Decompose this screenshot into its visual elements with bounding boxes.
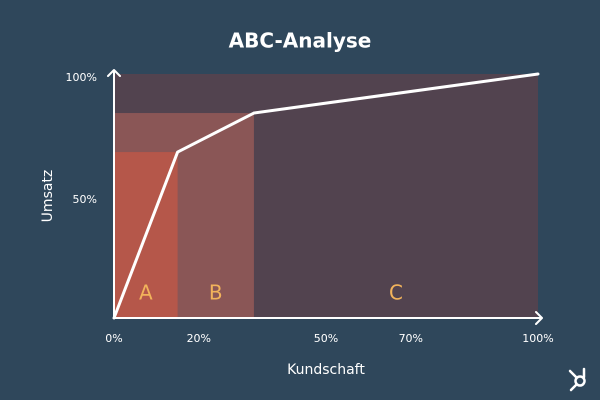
x-tick-label: 20% <box>187 332 211 345</box>
region-label: C <box>389 281 403 305</box>
x-axis-label: Kundschaft <box>287 362 365 378</box>
y-axis <box>107 69 121 319</box>
y-axis-label: Umsatz <box>40 170 56 223</box>
x-tick-label: 50% <box>314 332 338 345</box>
x-tick-label: 100% <box>522 332 553 345</box>
chart-title: ABC-Analyse <box>229 29 372 53</box>
region-label: A <box>139 281 153 305</box>
x-tick-label: 70% <box>399 332 423 345</box>
y-tick-label: 50% <box>73 193 97 206</box>
region-label: B <box>209 281 223 305</box>
line <box>112 72 540 320</box>
x-axis <box>113 311 543 325</box>
logo <box>568 367 586 392</box>
y-tick-label: 100% <box>66 71 97 84</box>
x-tick-label: 0% <box>105 332 122 345</box>
